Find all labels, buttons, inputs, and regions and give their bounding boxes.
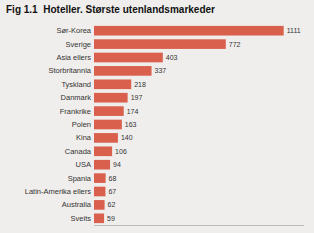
data-label: 772 [229, 41, 241, 48]
category-label: Sverige [66, 40, 91, 49]
bar [94, 66, 152, 76]
bar [94, 173, 106, 183]
data-label: 218 [134, 81, 146, 88]
bar [94, 146, 112, 156]
category-label: Canada [65, 147, 92, 156]
category-label: Storbritannia [48, 66, 91, 75]
x-axis-line [94, 225, 304, 226]
data-label: 197 [131, 94, 143, 101]
chart-container: Fig 1.1 Hoteller. Største utenlandsmarke… [0, 0, 314, 233]
category-label: Danmark [61, 93, 92, 102]
data-label: 62 [108, 201, 116, 208]
bars [94, 26, 284, 223]
title: Fig 1.1 Hoteller. Største utenlandsmarke… [6, 4, 215, 15]
labels: 59 Sveits 62 Australia 67 Latin-Amerika eller… [25, 26, 301, 223]
bar [94, 93, 128, 103]
bar [94, 187, 105, 197]
category-label: Australia [62, 200, 92, 209]
data-label: 67 [108, 188, 116, 195]
category-label: USA [76, 160, 91, 169]
bar [94, 26, 284, 36]
data-label: 140 [121, 134, 133, 141]
bar [94, 160, 110, 170]
data-label: 94 [113, 161, 121, 168]
data-label: 403 [166, 54, 178, 61]
chart-svg: Fig 1.1 Hoteller. Største utenlandsmarke… [0, 0, 314, 233]
bar [94, 213, 104, 223]
data-label: 163 [125, 121, 137, 128]
data-label: 68 [109, 175, 117, 182]
category-label: Frankrike [60, 107, 91, 116]
bar [94, 39, 226, 49]
data-label: 1111 [287, 27, 301, 34]
category-label: Sveits [71, 214, 92, 223]
category-label: Kina [76, 133, 92, 142]
category-label: Spania [68, 174, 92, 183]
category-label: Polen [72, 120, 91, 129]
data-label: 106 [115, 148, 127, 155]
bar [94, 120, 122, 130]
category-label: Tyskland [61, 80, 91, 89]
bar [94, 133, 118, 143]
category-label: Latin-Amerika ellers [25, 187, 92, 196]
data-label: 59 [107, 215, 115, 222]
bar [94, 53, 163, 63]
bar [94, 200, 105, 210]
bar [94, 106, 124, 116]
data-label: 174 [127, 108, 139, 115]
category-label: Asia ellers [56, 53, 91, 62]
data-label: 337 [155, 67, 167, 74]
category-label: Sør-Korea [56, 26, 91, 35]
bar [94, 79, 131, 89]
